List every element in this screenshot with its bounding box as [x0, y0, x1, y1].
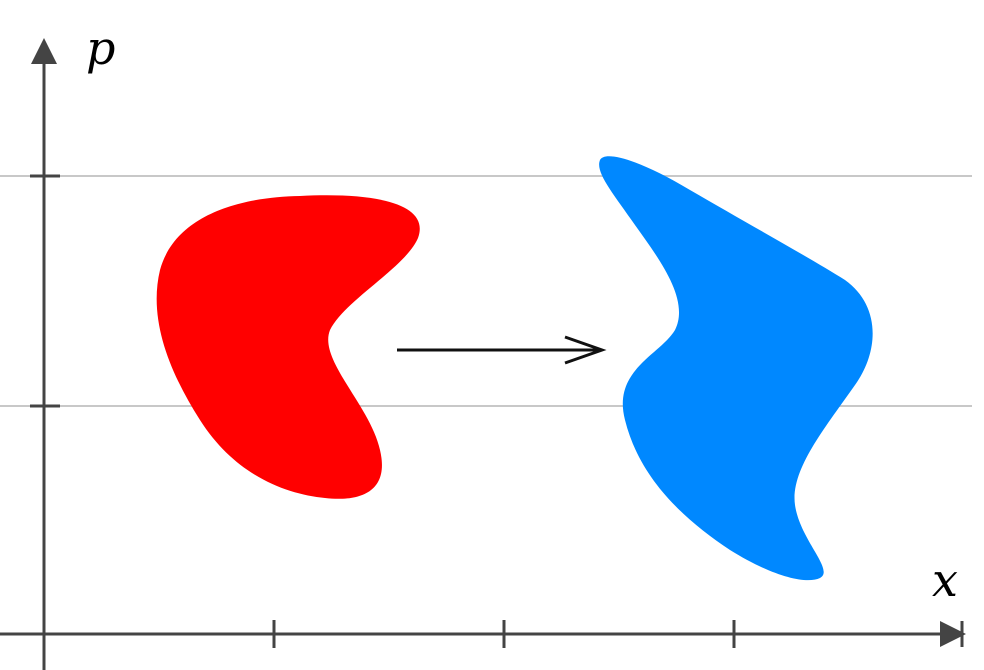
- x-axis-label: x: [932, 553, 958, 607]
- evolved-phase-region: [599, 156, 873, 581]
- evolution-arrow-head: [564, 335, 607, 365]
- y-axis-label: p: [86, 21, 115, 75]
- x-axis-arrowhead: [940, 621, 966, 647]
- initial-phase-region: [156, 195, 420, 499]
- y-axis-arrowhead: [31, 38, 57, 64]
